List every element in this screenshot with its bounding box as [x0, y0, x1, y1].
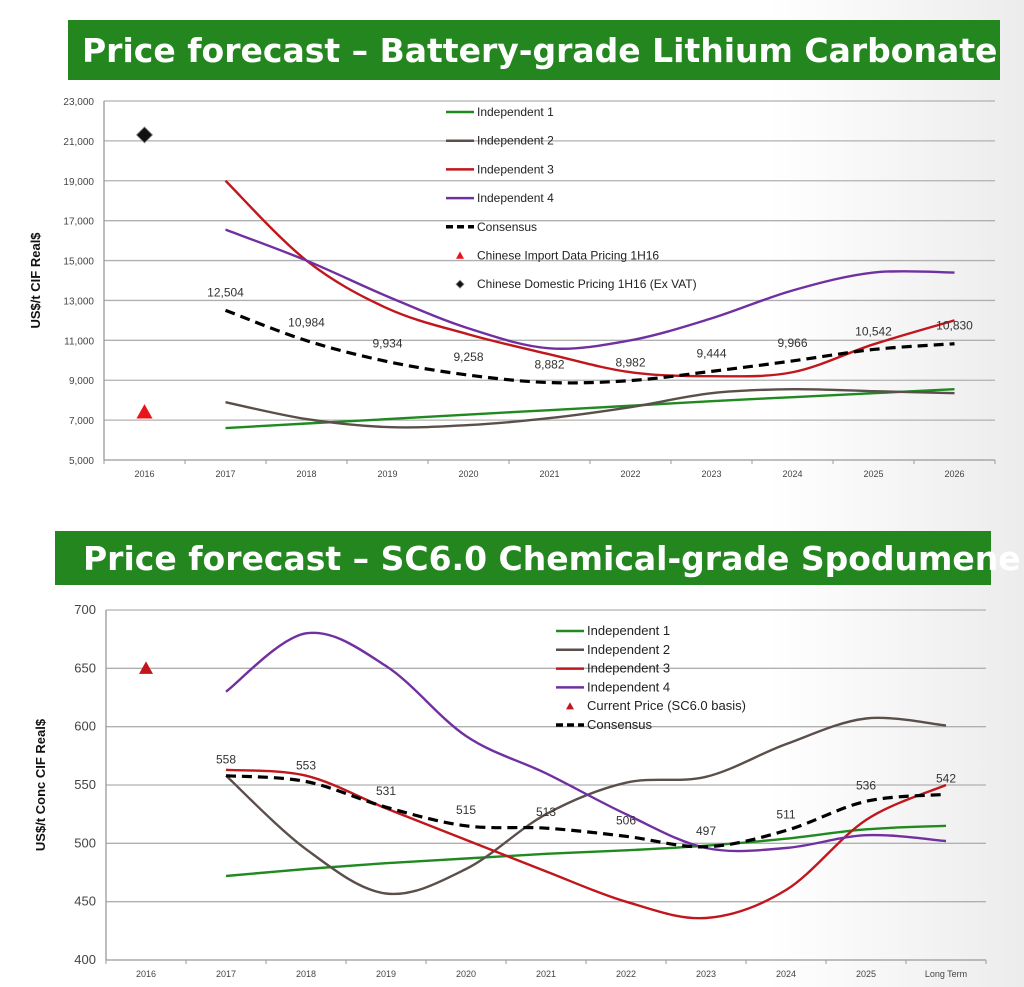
x-tick-label: 2021: [539, 469, 559, 479]
legend-entry: Consensus: [477, 220, 537, 234]
data-label: 10,542: [855, 324, 892, 338]
y-tick-label: 13,000: [63, 296, 94, 307]
chart-1-title: Price forecast – Battery-grade Lithium C…: [68, 20, 1000, 80]
legend-entry: Independent 4: [477, 191, 554, 205]
diamond-marker: [455, 279, 465, 289]
x-tick-label: 2022: [616, 969, 636, 979]
y-tick-label: 11,000: [64, 336, 94, 347]
x-tick-label: 2025: [856, 969, 876, 979]
x-tick-label: 2017: [216, 969, 236, 979]
data-label: 536: [856, 778, 876, 792]
triangle-marker: [456, 251, 464, 259]
legend-entry: Chinese Domestic Pricing 1H16 (Ex VAT): [477, 277, 697, 291]
data-label: 10,984: [288, 316, 325, 330]
x-tick-label: 2022: [620, 469, 640, 479]
x-tick-label: 2016: [134, 469, 154, 479]
x-tick-label: 2020: [458, 469, 478, 479]
y-tick-label: 400: [74, 952, 96, 967]
data-label: 531: [376, 784, 396, 798]
triangle-marker: [566, 702, 574, 710]
legend-entry: Independent 1: [587, 623, 670, 638]
chart-2-title: Price forecast – SC6.0 Chemical-grade Sp…: [55, 531, 1021, 585]
data-label: 9,966: [777, 336, 807, 350]
series-independent-3-line: [225, 768, 947, 920]
data-label: 9,934: [372, 337, 402, 351]
y-tick-label: 23,000: [63, 97, 94, 108]
y-tick-label: 600: [74, 719, 96, 734]
data-label: 8,982: [615, 356, 645, 370]
data-label: 515: [456, 803, 476, 817]
x-tick-label: 2018: [296, 969, 316, 979]
data-label: 497: [696, 824, 716, 838]
x-tick-label: 2017: [215, 469, 235, 479]
series-consensus-line: [224, 308, 955, 385]
x-tick-label: 2018: [296, 469, 316, 479]
y-tick-label: 17,000: [63, 217, 94, 228]
series-independent-1-line: [225, 387, 955, 430]
diamond-marker: [135, 126, 154, 144]
legend-entry: Chinese Import Data Pricing 1H16: [477, 249, 659, 263]
x-tick-label: Long Term: [925, 969, 967, 979]
x-tick-label: 2025: [863, 469, 883, 479]
data-label: 8,882: [534, 358, 564, 372]
series-consensus-line: [225, 774, 947, 849]
series-independent-4-line: [225, 631, 947, 853]
series-independent-4-line: [225, 228, 955, 350]
data-label: 10,830: [936, 319, 973, 333]
legend-entry: Current Price (SC6.0 basis): [587, 698, 746, 713]
legend-entry: Consensus: [587, 717, 653, 732]
x-tick-label: 2016: [136, 969, 156, 979]
legend-entry: Independent 3: [477, 162, 554, 176]
data-label: 12,504: [207, 285, 244, 299]
x-tick-label: 2024: [782, 469, 802, 479]
y-tick-label: 500: [74, 835, 96, 850]
data-label: 511: [776, 808, 795, 822]
x-tick-label: 2019: [377, 469, 397, 479]
data-label: 513: [536, 805, 556, 819]
legend-entry: Independent 3: [587, 661, 670, 676]
y-axis-label: US$/t Conc CIF Real$: [33, 718, 48, 851]
x-tick-label: 2019: [376, 969, 396, 979]
y-tick-label: 7,000: [69, 416, 94, 427]
legend-entry: Independent 1: [477, 105, 554, 119]
y-tick-label: 700: [74, 602, 96, 617]
legend-entry: Independent 2: [587, 642, 670, 657]
y-tick-label: 450: [74, 894, 96, 909]
y-axis-label: US$/t CIF Real$: [28, 232, 43, 329]
data-label: 506: [616, 813, 636, 827]
x-tick-label: 2020: [456, 969, 476, 979]
x-tick-label: 2023: [701, 469, 721, 479]
y-tick-label: 5,000: [69, 456, 94, 467]
y-tick-label: 9,000: [69, 376, 94, 387]
data-label: 9,444: [696, 346, 726, 360]
triangle-marker: [139, 661, 153, 674]
series-independent-3-line: [224, 179, 955, 378]
triangle-marker: [136, 404, 153, 419]
y-tick-label: 15,000: [63, 257, 94, 268]
y-tick-label: 19,000: [63, 177, 94, 188]
series-independent-2-line: [225, 387, 955, 429]
x-tick-label: 2026: [944, 469, 964, 479]
x-tick-label: 2023: [696, 969, 716, 979]
y-tick-label: 21,000: [63, 137, 94, 148]
x-tick-label: 2024: [776, 969, 796, 979]
legend-entry: Independent 4: [587, 679, 670, 694]
data-label: 558: [216, 753, 236, 767]
data-label: 9,258: [453, 350, 483, 364]
series-independent-2-line: [225, 716, 947, 896]
y-tick-label: 650: [74, 660, 96, 675]
x-tick-label: 2021: [536, 969, 556, 979]
data-label: 542: [936, 771, 956, 785]
legend-entry: Independent 2: [477, 134, 554, 148]
data-label: 553: [296, 759, 316, 773]
series-independent-1-line: [225, 824, 947, 878]
y-tick-label: 550: [74, 777, 96, 792]
